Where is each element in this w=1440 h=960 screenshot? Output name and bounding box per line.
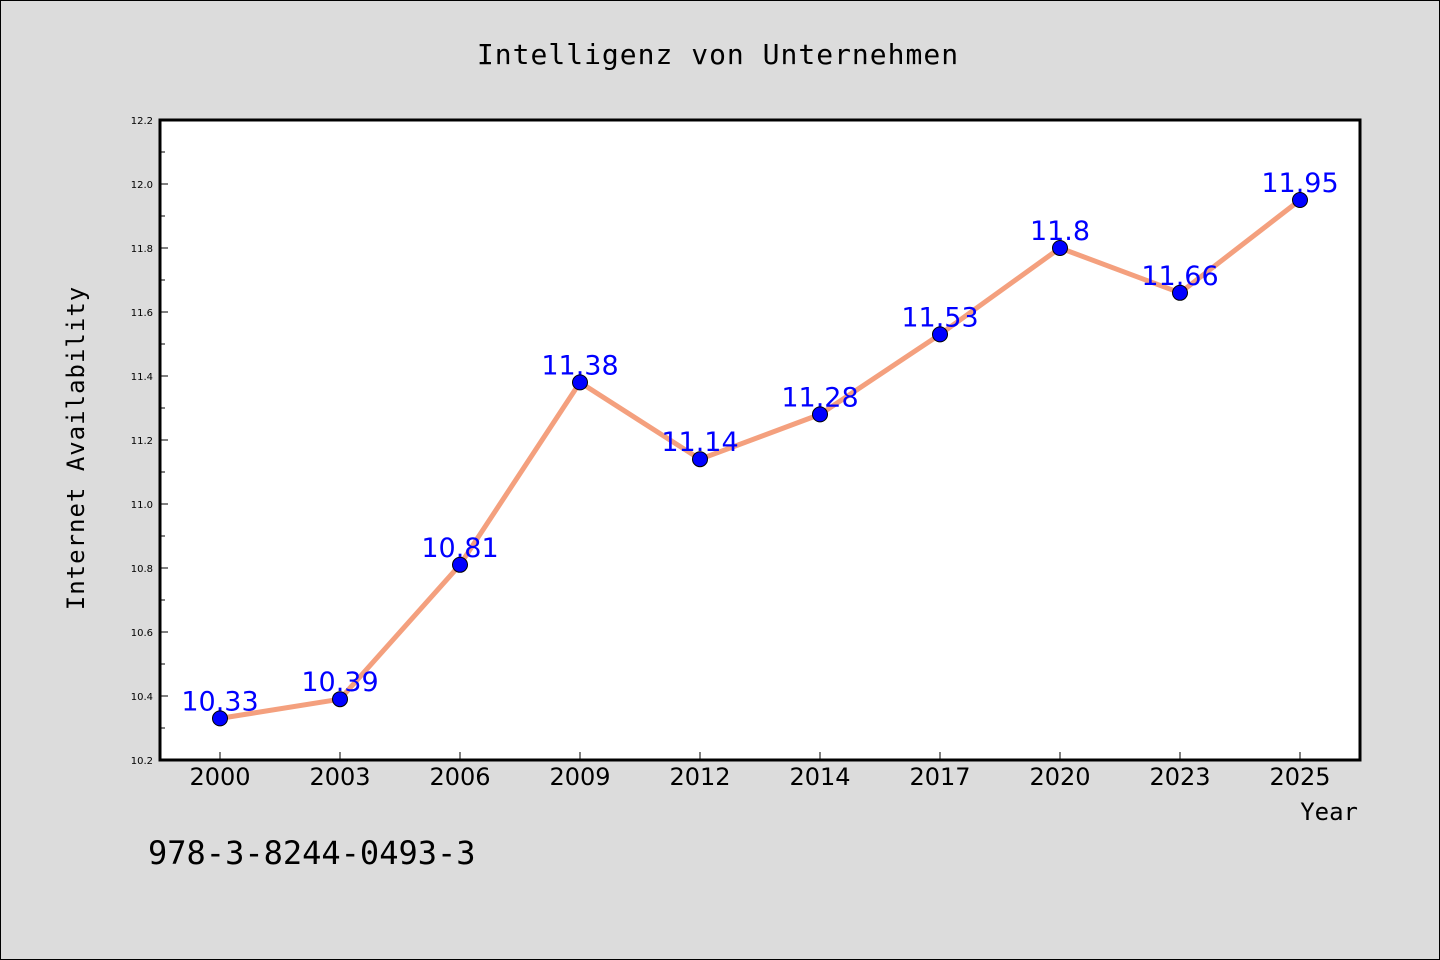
series-line [217, 197, 1303, 721]
x-tick-label: 2009 [549, 763, 610, 791]
data-point [1052, 240, 1068, 256]
data-label: 10.39 [301, 667, 378, 698]
y-tick-label: 12.0 [131, 180, 153, 191]
data-label: 11.28 [781, 382, 858, 413]
y-tick-label: 10.6 [131, 628, 153, 639]
x-tick-label: 2023 [1149, 763, 1210, 791]
x-tick-label: 2020 [1029, 763, 1090, 791]
x-tick-label: 2025 [1269, 763, 1330, 791]
y-tick-label: 12.2 [131, 116, 153, 127]
data-point [572, 374, 588, 391]
data-point [452, 556, 468, 573]
x-tick-label: 2012 [669, 763, 730, 791]
x-axis-label: Year [1300, 798, 1358, 826]
data-label: 10.81 [421, 533, 498, 564]
y-axis-label: Internet Availability [62, 286, 90, 610]
x-axis: 2000 2003 2006 2009 2012 2014 2017 2020 2023 2025 [189, 752, 1331, 791]
y-tick-label: 11.2 [131, 436, 153, 447]
data-label: 11.8 [1030, 216, 1090, 247]
chart-title: Intelligenz von Unternehmen [477, 38, 959, 71]
y-tick-label: 11.4 [131, 372, 153, 383]
plot-area [160, 120, 1360, 760]
plot-border [158, 118, 1362, 762]
y-tick-label: 11.8 [131, 244, 153, 255]
x-tick-label: 2003 [309, 763, 370, 791]
data-point [1172, 284, 1188, 301]
x-tick-label: 2006 [429, 763, 490, 791]
y-tick-label: 11.6 [131, 308, 153, 319]
data-label: 11.38 [541, 350, 618, 381]
data-label: 10.33 [181, 686, 258, 717]
data-point [812, 406, 828, 423]
data-point [692, 451, 708, 468]
y-tick-label: 11.0 [131, 500, 153, 511]
data-point [932, 326, 948, 343]
data-label: 11.14 [661, 427, 738, 458]
data-point [212, 710, 228, 727]
data-point [1292, 192, 1308, 208]
data-label: 11.95 [1261, 168, 1338, 199]
series: 10.33 10.39 10.81 11.38 11.14 11.28 11.53 11.8 1… [181, 168, 1339, 727]
y-tick-label: 10.8 [131, 564, 153, 575]
isbn-text: 978-3-8244-0493-3 [148, 834, 476, 872]
y-tick-label: 10.2 [131, 756, 153, 767]
data-label: 11.66 [1141, 261, 1218, 292]
y-axis: 10.2 10.4 10.6 10.8 11.0 11.2 11.4 11.6 11.8 12.0… [131, 116, 168, 767]
data-point [332, 691, 348, 708]
y-tick-label: 10.4 [131, 692, 153, 703]
x-tick-label: 2000 [189, 763, 250, 791]
x-tick-label: 2017 [909, 763, 970, 791]
data-label: 11.53 [901, 302, 978, 333]
x-tick-label: 2014 [789, 763, 850, 791]
